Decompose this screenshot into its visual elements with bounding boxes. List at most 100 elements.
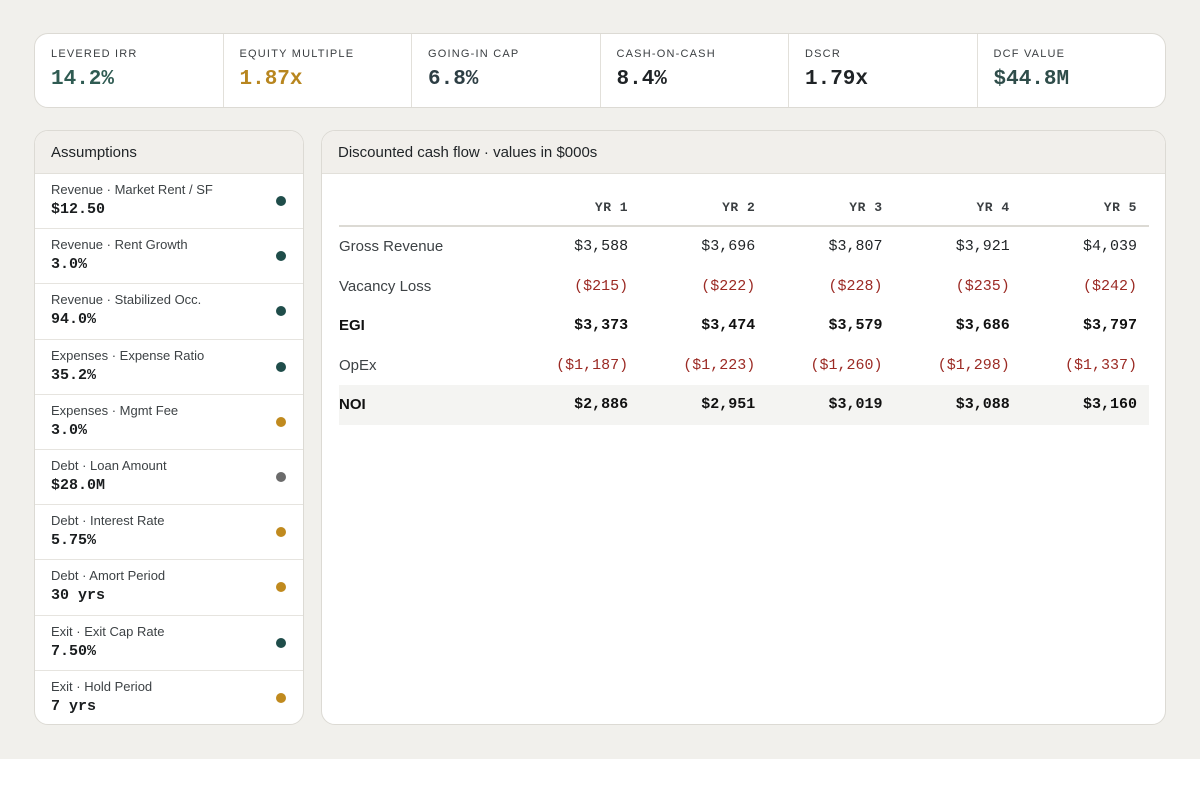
kpi-label: GOING-IN CAP (428, 48, 520, 60)
status-dot-icon (276, 196, 286, 207)
status-dot-icon (276, 306, 286, 317)
table-cell: $3,373 (574, 317, 629, 335)
kpi-label: EQUITY MULTIPLE (239, 48, 355, 60)
assumption-row[interactable]: Revenue · Rent Growth 3.0% (35, 229, 303, 285)
kpi-levered-irr: LEVERED IRR 14.2% (35, 34, 224, 107)
status-dot-icon (276, 472, 286, 483)
page-background: LEVERED IRR 14.2% EQUITY MULTIPLE 1.87x … (0, 0, 1200, 759)
table-cell: $3,807 (828, 238, 883, 256)
kpi-value: 1.79x (805, 68, 869, 91)
kpi-dcf-value: DCF VALUE $44.8M (978, 34, 1166, 107)
table-row: Vacancy Loss ($215) ($222) ($228) ($235) ($24… (339, 267, 1149, 307)
assumption-value[interactable]: 94.0% (51, 311, 97, 329)
table-cell: $3,686 (955, 317, 1010, 335)
assumption-row[interactable]: Debt · Interest Rate 5.75% (35, 505, 303, 561)
kpi-going-in-cap: GOING-IN CAP 6.8% (412, 34, 601, 107)
kpi-value: 1.87x (239, 68, 303, 91)
assumptions-title: Assumptions (35, 131, 303, 174)
status-dot-icon (276, 416, 286, 427)
table-cell: ($1,298) (937, 356, 1010, 374)
row-label: NOI (339, 385, 513, 425)
table-cell: ($1,337) (1064, 356, 1137, 374)
assumption-value[interactable]: 7 yrs (51, 697, 97, 715)
table-cell: $3,696 (701, 238, 756, 256)
table-cell: $3,019 (767, 385, 895, 425)
dcf-panel: Discounted cash flow · values in $000s Y… (321, 130, 1166, 725)
table-cell: ($235) (955, 277, 1010, 295)
assumption-label: Expenses · Mgmt Fee (51, 402, 179, 418)
assumptions-panel: Assumptions Revenue · Market Rent / SF $1… (34, 130, 304, 725)
assumption-value[interactable]: 5.75% (51, 532, 97, 550)
assumption-label: Revenue · Market Rent / SF (51, 182, 213, 197)
status-dot-icon (276, 361, 286, 372)
status-dot-icon (276, 527, 286, 538)
assumption-row[interactable]: Revenue · Market Rent / SF $12.50 (35, 174, 303, 230)
kpi-equity-multiple: EQUITY MULTIPLE 1.87x (224, 34, 412, 107)
status-dot-icon (276, 637, 286, 648)
table-row: NOI $2,886 $2,951 $3,019 $3,088 $3,160 (339, 385, 1149, 425)
assumption-row[interactable]: Exit · Exit Cap Rate 7.50% (35, 616, 303, 671)
table-cell: $4,039 (1082, 238, 1137, 256)
table-row: EGI $3,373 $3,474 $3,579 $3,686 $3,797 (339, 306, 1149, 346)
column-header-year: YR 3 (767, 189, 895, 227)
table-cell: $3,160 (1021, 385, 1149, 425)
assumption-value[interactable]: 3.0% (51, 256, 88, 274)
table-cell: $3,921 (955, 238, 1010, 256)
kpi-strip: LEVERED IRR 14.2% EQUITY MULTIPLE 1.87x … (34, 33, 1166, 108)
kpi-dscr: DSCR 1.79x (789, 34, 978, 107)
table-cell: $2,951 (640, 385, 768, 425)
table-cell: ($1,223) (683, 356, 756, 374)
kpi-label: LEVERED IRR (51, 48, 138, 60)
assumption-label: Debt · Amort Period (51, 568, 166, 584)
table-cell: $3,797 (1082, 317, 1137, 335)
status-dot-icon (276, 251, 286, 262)
kpi-label: DCF VALUE (993, 48, 1066, 60)
kpi-value: 14.2% (51, 68, 115, 91)
assumptions-list: Revenue · Market Rent / SF $12.50 Revenue … (35, 174, 303, 724)
assumption-label: Exit · Hold Period (51, 678, 153, 694)
kpi-cash-on-cash: CASH-ON-CASH 8.4% (601, 34, 789, 107)
status-dot-icon (276, 693, 286, 704)
assumption-label: Expenses · Expense Ratio (51, 347, 205, 363)
kpi-value: $44.8M (993, 68, 1070, 91)
assumption-label: Debt · Interest Rate (51, 513, 165, 529)
assumption-value[interactable]: 30 yrs (51, 587, 106, 605)
assumption-value[interactable]: 7.50% (51, 642, 97, 660)
row-label: Vacancy Loss (339, 277, 432, 295)
assumption-row[interactable]: Expenses · Expense Ratio 35.2% (35, 340, 303, 395)
assumption-row[interactable]: Debt · Loan Amount $28.0M (35, 450, 303, 506)
assumption-row[interactable]: Revenue · Stabilized Occ. 94.0% (35, 284, 303, 340)
column-header-year: YR 5 (1021, 189, 1149, 227)
table-cell: $3,588 (574, 238, 629, 256)
dcf-title: Discounted cash flow · values in $000s (322, 131, 1165, 174)
assumption-value[interactable]: 35.2% (51, 366, 97, 384)
table-cell: $3,474 (701, 317, 756, 335)
column-header-year: YR 4 (894, 189, 1022, 227)
assumption-row[interactable]: Exit · Hold Period 7 yrs (35, 671, 303, 724)
table-cell: $3,088 (894, 385, 1022, 425)
column-header-year: YR 2 (640, 189, 768, 227)
dcf-table-body: Gross Revenue $3,588 $3,696 $3,807 $3,921 $4,… (339, 226, 1149, 425)
table-cell: $2,886 (512, 385, 641, 425)
table-cell: ($215) (574, 277, 629, 295)
assumption-value[interactable]: $28.0M (51, 476, 106, 494)
status-dot-icon (276, 582, 286, 593)
column-header-label (339, 189, 513, 227)
table-cell: ($242) (1082, 277, 1137, 295)
assumption-label: Revenue · Rent Growth (51, 237, 188, 253)
table-cell: $3,579 (828, 317, 883, 335)
kpi-label: CASH-ON-CASH (616, 48, 716, 60)
row-label: OpEx (339, 356, 377, 374)
assumption-label: Debt · Loan Amount (51, 457, 167, 473)
assumption-label: Exit · Exit Cap Rate (51, 623, 165, 639)
assumption-value[interactable]: 3.0% (51, 421, 88, 439)
dcf-header-row: YR 1 YR 2 YR 3 YR 4 YR 5 (339, 189, 1149, 227)
assumption-row[interactable]: Debt · Amort Period 30 yrs (35, 560, 303, 616)
assumption-value[interactable]: $12.50 (51, 201, 106, 218)
table-cell: ($1,187) (556, 356, 629, 374)
row-label: EGI (339, 317, 365, 335)
table-row: Gross Revenue $3,588 $3,696 $3,807 $3,921 $4,… (339, 226, 1149, 267)
table-cell: ($1,260) (810, 356, 883, 374)
assumption-label: Revenue · Stabilized Occ. (51, 292, 202, 308)
assumption-row[interactable]: Expenses · Mgmt Fee 3.0% (35, 395, 303, 450)
